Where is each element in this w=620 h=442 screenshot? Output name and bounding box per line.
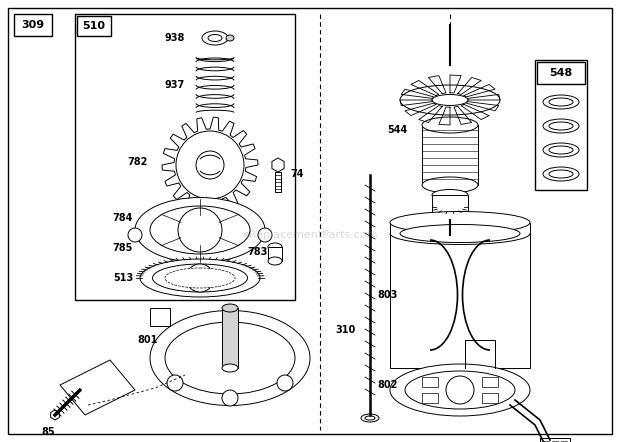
Text: 803: 803 [378,290,398,300]
Ellipse shape [268,257,282,265]
Ellipse shape [549,170,573,178]
Text: 310: 310 [336,325,356,335]
Ellipse shape [140,259,260,297]
Ellipse shape [405,371,515,409]
Text: 785: 785 [113,243,133,253]
Ellipse shape [543,143,579,157]
Text: 544: 544 [388,125,408,135]
Ellipse shape [549,98,573,106]
Bar [422,377,438,387]
Bar [543,441,549,442]
Text: 783: 783 [247,247,268,257]
Ellipse shape [361,414,379,422]
Ellipse shape [153,264,247,292]
Ellipse shape [549,146,573,154]
Bar [275,172,281,192]
Text: 510: 510 [82,21,105,31]
Text: 513: 513 [113,273,133,283]
Text: 784: 784 [113,213,133,223]
Circle shape [128,228,142,242]
Bar [150,308,170,326]
Ellipse shape [135,198,265,263]
Bar [222,308,238,368]
Bar [75,14,295,300]
Bar [390,222,530,367]
Circle shape [446,376,474,404]
Ellipse shape [165,268,235,288]
Text: 74: 74 [290,169,304,179]
Polygon shape [162,117,258,213]
Text: 937: 937 [165,80,185,90]
Text: eReplacementParts.com: eReplacementParts.com [242,230,378,240]
Bar [552,441,558,442]
Ellipse shape [150,206,250,254]
Bar [432,195,468,220]
Ellipse shape [400,225,520,243]
Ellipse shape [390,364,530,416]
Ellipse shape [543,119,579,133]
Ellipse shape [226,35,234,41]
Ellipse shape [432,95,468,106]
Circle shape [196,151,224,179]
Circle shape [167,375,183,391]
Circle shape [277,375,293,391]
Polygon shape [272,158,284,172]
Bar [422,125,478,185]
Bar [537,62,585,84]
Ellipse shape [390,212,530,233]
Ellipse shape [543,167,579,181]
Ellipse shape [150,310,310,405]
Bar [14,14,52,36]
Ellipse shape [365,416,375,420]
Bar [77,16,111,36]
Ellipse shape [422,177,478,193]
Ellipse shape [222,304,238,312]
Text: 801: 801 [138,335,158,345]
Bar [540,438,570,442]
Ellipse shape [432,214,468,225]
Text: 782: 782 [128,157,148,167]
Ellipse shape [268,243,282,251]
Text: 802: 802 [378,380,398,390]
Bar [422,393,438,403]
Ellipse shape [549,122,573,130]
Bar [482,377,498,387]
Circle shape [258,228,272,242]
Polygon shape [60,360,135,415]
Bar [535,60,587,190]
Text: 548: 548 [549,68,573,78]
Circle shape [186,264,214,292]
Ellipse shape [422,117,478,133]
Bar [268,247,282,261]
Bar [482,393,498,403]
Circle shape [222,390,238,406]
Text: 85: 85 [41,427,55,437]
Polygon shape [51,410,60,420]
Bar [561,441,567,442]
Circle shape [176,131,244,199]
Ellipse shape [208,34,222,42]
Text: 938: 938 [165,33,185,43]
Ellipse shape [165,322,295,394]
Circle shape [178,208,222,252]
Ellipse shape [432,190,468,201]
Text: 309: 309 [22,20,45,30]
Ellipse shape [222,364,238,372]
Ellipse shape [543,95,579,109]
Ellipse shape [202,31,228,45]
